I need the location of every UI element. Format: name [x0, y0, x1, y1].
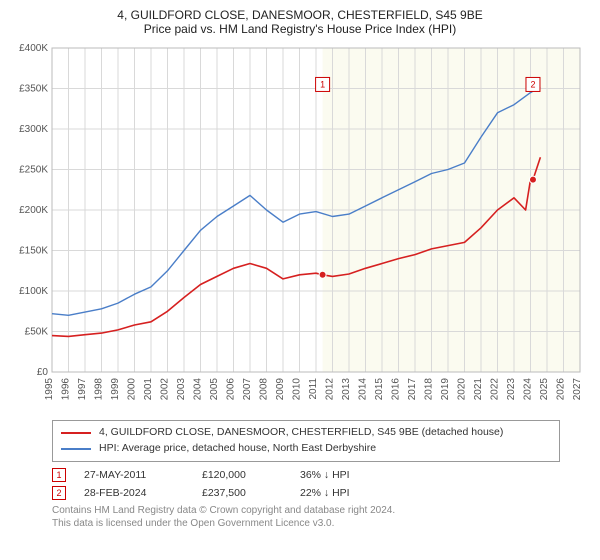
footer-line: This data is licensed under the Open Gov… — [52, 517, 560, 530]
sale-hpi-delta: 36% ↓ HPI — [300, 469, 560, 481]
svg-text:2005: 2005 — [209, 378, 220, 401]
svg-text:2006: 2006 — [226, 378, 237, 401]
svg-text:£150K: £150K — [19, 246, 48, 257]
sale-hpi-delta: 22% ↓ HPI — [300, 487, 560, 499]
title-line-2: Price paid vs. HM Land Registry's House … — [10, 22, 590, 36]
attribution-footer: Contains HM Land Registry data © Crown c… — [52, 504, 560, 530]
svg-text:2026: 2026 — [556, 378, 567, 401]
svg-text:2007: 2007 — [242, 378, 253, 401]
footer-line: Contains HM Land Registry data © Crown c… — [52, 504, 560, 517]
line-chart-svg: £0 £50K £100K £150K £200K £250K £300K £350K £400… — [10, 42, 590, 412]
svg-text:2017: 2017 — [407, 378, 418, 401]
svg-text:2011: 2011 — [308, 378, 319, 400]
svg-text:£200K: £200K — [19, 205, 48, 216]
svg-text:2024: 2024 — [523, 378, 534, 401]
svg-text:£50K: £50K — [25, 327, 49, 338]
legend-item-property: 4, GUILDFORD CLOSE, DANESMOOR, CHESTERFI… — [61, 425, 551, 441]
svg-text:2013: 2013 — [341, 378, 352, 401]
svg-text:2016: 2016 — [391, 378, 402, 401]
sale-row: 2 28-FEB-2024 £237,500 22% ↓ HPI — [52, 486, 560, 500]
svg-text:£350K: £350K — [19, 84, 48, 95]
chart-area: £0 £50K £100K £150K £200K £250K £300K £350K £400… — [10, 42, 590, 412]
sale-price: £237,500 — [202, 487, 282, 499]
svg-text:1996: 1996 — [61, 378, 72, 401]
legend-swatch — [61, 448, 91, 450]
svg-text:2009: 2009 — [275, 378, 286, 401]
svg-text:£0: £0 — [37, 367, 49, 378]
sale-price: £120,000 — [202, 469, 282, 481]
svg-text:2018: 2018 — [424, 378, 435, 401]
svg-text:2008: 2008 — [259, 378, 270, 401]
svg-text:£400K: £400K — [19, 43, 48, 54]
legend-swatch — [61, 432, 91, 434]
svg-text:£100K: £100K — [19, 286, 48, 297]
svg-text:1997: 1997 — [77, 378, 88, 401]
legend: 4, GUILDFORD CLOSE, DANESMOOR, CHESTERFI… — [52, 420, 560, 462]
svg-text:2: 2 — [530, 79, 535, 89]
svg-text:2025: 2025 — [539, 378, 550, 401]
svg-text:1: 1 — [320, 79, 325, 89]
sale-date: 27-MAY-2011 — [84, 469, 184, 481]
legend-label: HPI: Average price, detached house, Nort… — [99, 441, 376, 457]
svg-text:2027: 2027 — [572, 378, 583, 401]
sale-row: 1 27-MAY-2011 £120,000 36% ↓ HPI — [52, 468, 560, 482]
svg-text:2010: 2010 — [292, 378, 303, 401]
sale-date: 28-FEB-2024 — [84, 487, 184, 499]
svg-text:2001: 2001 — [143, 378, 154, 401]
svg-text:2019: 2019 — [440, 378, 451, 401]
svg-text:1995: 1995 — [44, 378, 55, 401]
svg-text:2020: 2020 — [457, 378, 468, 401]
sale-marker-icon: 2 — [52, 486, 66, 500]
sale-marker-icon: 1 — [52, 468, 66, 482]
legend-label: 4, GUILDFORD CLOSE, DANESMOOR, CHESTERFI… — [99, 425, 503, 441]
svg-text:£300K: £300K — [19, 124, 48, 135]
svg-text:1999: 1999 — [110, 378, 121, 401]
sales-table: 1 27-MAY-2011 £120,000 36% ↓ HPI 2 28-FE… — [52, 468, 560, 500]
svg-text:2015: 2015 — [374, 378, 385, 401]
title-line-1: 4, GUILDFORD CLOSE, DANESMOOR, CHESTERFI… — [10, 8, 590, 22]
svg-text:2004: 2004 — [193, 378, 204, 401]
svg-text:2014: 2014 — [358, 378, 369, 401]
chart-container: 4, GUILDFORD CLOSE, DANESMOOR, CHESTERFI… — [0, 0, 600, 534]
legend-item-hpi: HPI: Average price, detached house, Nort… — [61, 441, 551, 457]
svg-text:2021: 2021 — [473, 378, 484, 401]
svg-text:2022: 2022 — [490, 378, 501, 401]
svg-text:2003: 2003 — [176, 378, 187, 401]
svg-text:£250K: £250K — [19, 165, 48, 176]
svg-text:2002: 2002 — [160, 378, 171, 401]
svg-text:2000: 2000 — [127, 378, 138, 401]
svg-text:2012: 2012 — [325, 378, 336, 401]
svg-text:1998: 1998 — [94, 378, 105, 401]
svg-text:2023: 2023 — [506, 378, 517, 401]
